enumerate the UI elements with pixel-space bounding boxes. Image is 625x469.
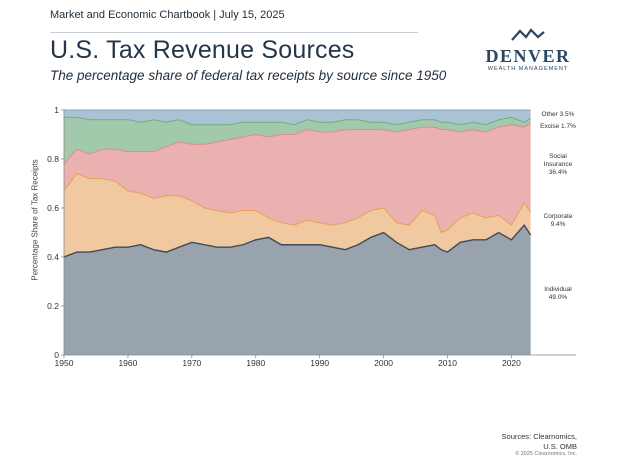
series-label-excise: Excise 1.7% (540, 123, 576, 130)
y-tick-label: 0.6 (47, 203, 59, 213)
x-tick-label: 2020 (502, 358, 521, 368)
series-label-corporate: 9.4% (551, 221, 566, 228)
chartbook-kicker: Market and Economic Chartbook | July 15,… (50, 9, 285, 21)
mountain-icon (511, 28, 545, 41)
page-subtitle: The percentage share of federal tax rece… (50, 68, 447, 83)
sources-note: Sources: Clearnomics, U.S. OMB (502, 432, 577, 452)
logo-tagline: WEALTH MANAGEMENT (487, 66, 569, 72)
line-excise (64, 116, 531, 126)
area-social-insurance (64, 122, 531, 233)
y-tick-label: 1 (54, 105, 59, 115)
line-corporate (63, 173, 532, 234)
copyright-note: © 2025 Clearnomics, Inc. (515, 451, 577, 457)
logo-wordmark: DENVER (485, 46, 571, 66)
x-tick-label: 1980 (246, 358, 265, 368)
header-divider (50, 32, 418, 33)
series-label-individual: 49.0% (549, 294, 568, 301)
y-tick-label: 0.2 (47, 301, 59, 311)
series-label-social-insurance: Insurance (544, 161, 573, 168)
series-label-social-insurance: Social (549, 153, 567, 160)
area-individual (64, 225, 531, 355)
series-label-individual: Individual (544, 286, 572, 293)
x-tick-label: 1970 (182, 358, 201, 368)
y-tick-label: 0 (54, 350, 59, 360)
y-tick-label: 0.4 (47, 252, 59, 262)
series-label-other: Other 3.5% (542, 111, 575, 118)
area-excise (64, 117, 531, 164)
x-tick-label: 2010 (438, 358, 457, 368)
area-corporate (64, 173, 531, 257)
line-social-insurance (63, 122, 531, 165)
company-logo: DENVER WEALTH MANAGEMENT (478, 26, 578, 76)
y-tick-label: 0.8 (47, 154, 59, 164)
x-tick-label: 1960 (118, 358, 137, 368)
page-title: U.S. Tax Revenue Sources (50, 36, 355, 64)
y-axis-label: Percentage Share of Tax Receipts (30, 159, 40, 281)
line-individual (63, 223, 532, 258)
series-label-social-insurance: 36.4% (549, 169, 568, 176)
x-tick-label: 1990 (310, 358, 329, 368)
x-tick-label: 2000 (374, 358, 393, 368)
series-label-corporate: Corporate (544, 213, 573, 220)
x-tick-label: 1950 (55, 358, 74, 368)
sources-line-1: Sources: Clearnomics, (501, 432, 577, 441)
sources-line-2: U.S. OMB (543, 442, 577, 451)
